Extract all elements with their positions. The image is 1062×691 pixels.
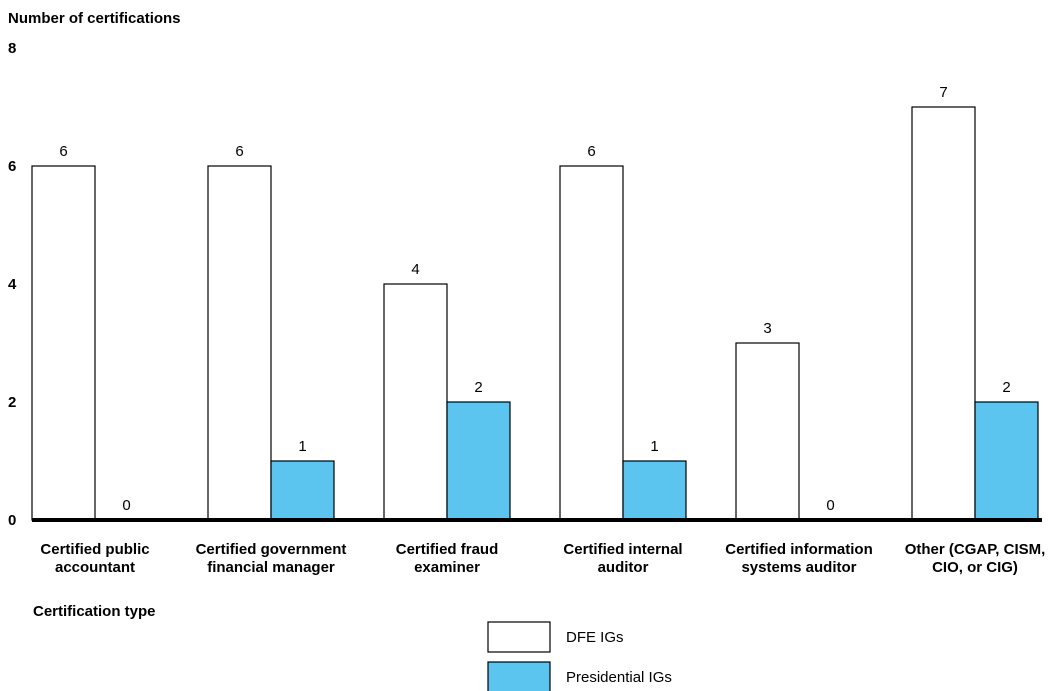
y-tick-label: 2 <box>8 394 16 411</box>
category-labels: Certified public accountant Certified gove… <box>40 541 1045 576</box>
data-label: 6 <box>59 143 67 160</box>
bar-presidential-igs <box>622 460 687 521</box>
bars <box>31 106 1039 521</box>
data-label: 7 <box>939 84 947 101</box>
category-label: Certified internal auditor <box>563 541 682 576</box>
bar-presidential-igs <box>446 401 511 521</box>
y-tick-label: 8 <box>8 40 16 57</box>
data-labels: 6 0 6 1 4 2 6 1 3 0 7 2 <box>59 84 1010 514</box>
y-tick-label: 6 <box>8 158 16 175</box>
legend-label: Presidential IGs <box>566 669 672 686</box>
data-label: 3 <box>763 320 771 337</box>
data-label: 2 <box>474 379 482 396</box>
bar-dfe-igs <box>207 165 272 521</box>
legend-label: DFE IGs <box>566 629 624 646</box>
bar-dfe-igs <box>31 165 96 521</box>
category-label: Certified government financial manager <box>196 541 347 576</box>
bar-dfe-igs <box>559 165 624 521</box>
legend-swatch <box>487 621 551 653</box>
category-label: Certified fraud examiner <box>396 541 499 576</box>
bar-dfe-igs <box>383 283 448 521</box>
legend-swatch <box>487 661 551 691</box>
data-label: 6 <box>587 143 595 160</box>
y-tick-label: 4 <box>8 276 17 293</box>
bar-presidential-igs <box>974 401 1039 521</box>
category-label: Other (CGAP, CISM, CIO, or CIG) <box>905 541 1046 576</box>
x-axis-label: Certification type <box>33 603 156 620</box>
data-label: 6 <box>235 143 243 160</box>
bar-presidential-igs <box>270 460 335 521</box>
y-tick-label: 0 <box>8 512 16 529</box>
y-axis-ticks: 0 2 4 6 8 <box>8 40 17 529</box>
data-label: 4 <box>411 261 419 278</box>
legend: DFE IGs Presidential IGs <box>487 621 672 691</box>
category-label: Certified public accountant <box>40 541 149 576</box>
bar-dfe-igs <box>735 342 800 521</box>
data-label: 1 <box>650 438 658 455</box>
data-label: 0 <box>826 497 834 514</box>
bar-dfe-igs <box>911 106 976 521</box>
y-axis-label: Number of certifications <box>8 10 181 27</box>
data-label: 0 <box>122 497 130 514</box>
data-label: 2 <box>1002 379 1010 396</box>
data-label: 1 <box>298 438 306 455</box>
category-label: Certified information systems auditor <box>725 541 873 576</box>
